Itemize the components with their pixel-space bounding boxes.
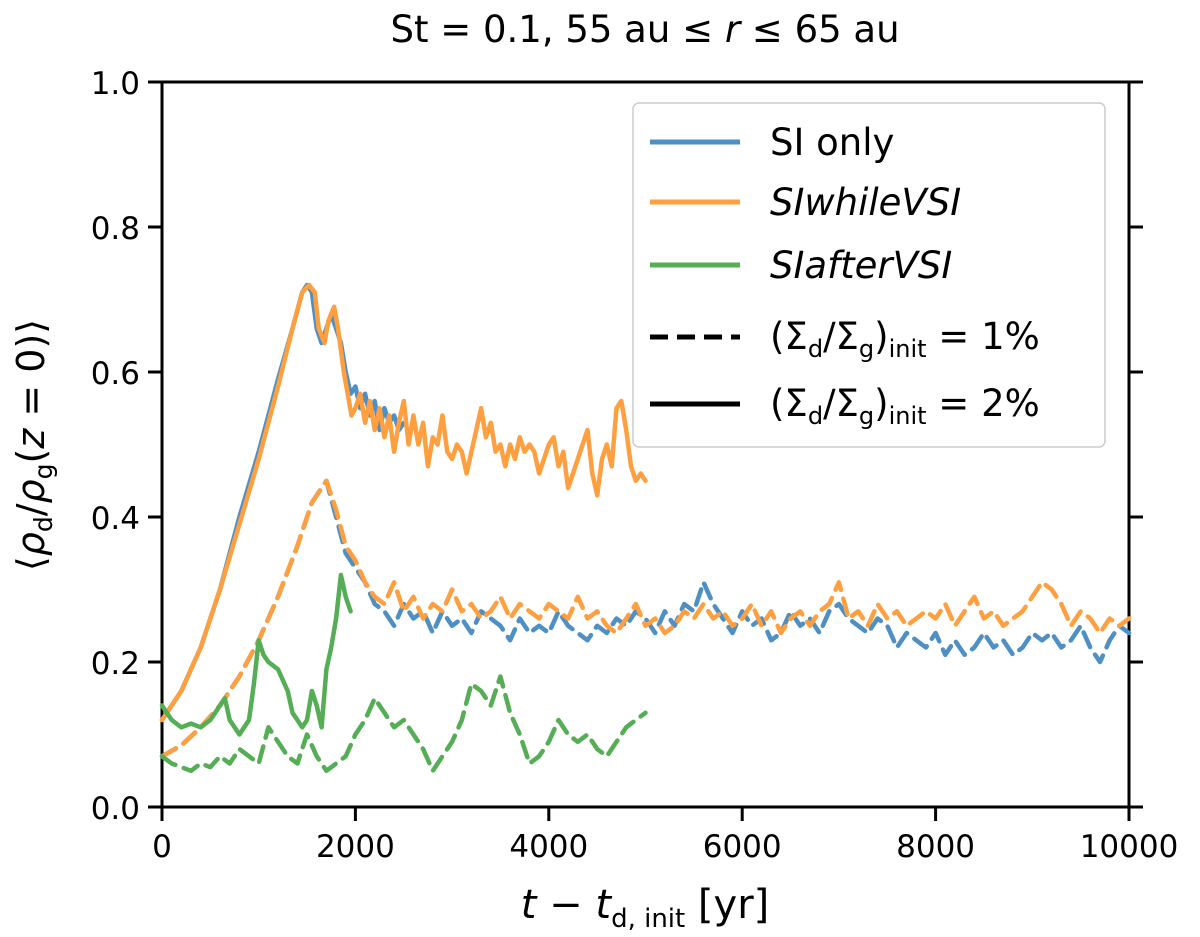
series-line-5 [159, 674, 648, 774]
x-tick-label-3: 6000 [703, 829, 782, 865]
legend: SI only SIwhileVSI SIafterVSI (Σd/Σg)ini… [632, 102, 1106, 448]
legend-label-one-percent: (Σd/Σg)init = 1% [770, 315, 1040, 363]
y-tick-label-2: 0.4 [91, 501, 140, 537]
y-tick-label-1: 0.2 [91, 646, 140, 682]
plot-frame [160, 80, 1131, 809]
legend-label-si-while-vsi: SIwhileVSI [770, 181, 961, 224]
series-layer [159, 282, 1132, 774]
legend-box [632, 102, 1106, 448]
legend-label-two-percent: (Σd/Σg)init = 2% [770, 382, 1040, 430]
x-axis-label: t − td, init [yr] [521, 882, 770, 934]
chart-title: St = 0.1, 55 au ≤ r ≤ 65 au [390, 8, 899, 51]
series-line-2 [159, 478, 1132, 759]
x-tick-label-5: 10000 [1080, 829, 1179, 865]
y-tick-label-4: 0.8 [91, 211, 140, 247]
y-axis-ticks: 0.0 0.2 0.4 0.6 0.8 1.0 [91, 66, 1143, 827]
legend-label-si-only: SI only [770, 121, 894, 164]
series-line-4 [159, 572, 353, 737]
x-tick-label-4: 8000 [896, 829, 975, 865]
x-axis-ticks: 0 2000 4000 6000 8000 10000 [152, 807, 1178, 865]
series-line-1 [159, 282, 648, 723]
x-tick-label-2: 4000 [509, 829, 588, 865]
y-tick-label-3: 0.6 [91, 356, 140, 392]
legend-label-si-after-vsi: SIafterVSI [770, 244, 952, 287]
y-tick-label-0: 0.0 [91, 791, 140, 827]
y-axis-label: ⟨ρd/ρg(z = 0)⟩ [9, 319, 58, 571]
x-tick-label-0: 0 [152, 829, 172, 865]
series-line-3 [159, 478, 1132, 759]
x-tick-label-1: 2000 [316, 829, 395, 865]
y-tick-label-5: 1.0 [91, 66, 140, 102]
